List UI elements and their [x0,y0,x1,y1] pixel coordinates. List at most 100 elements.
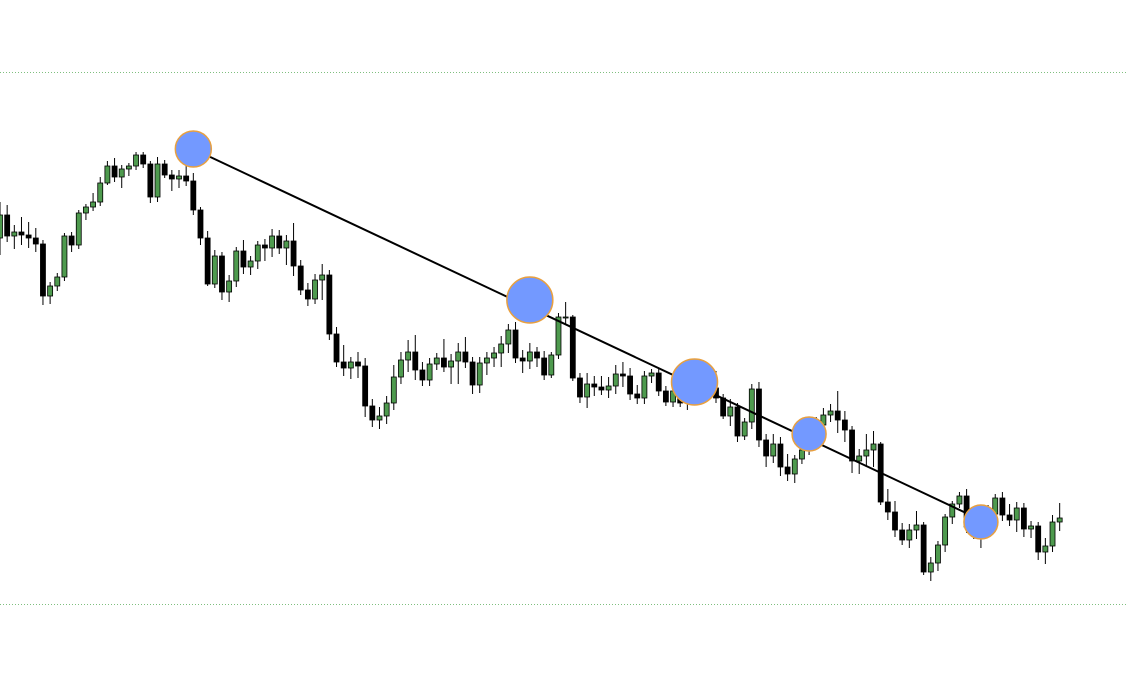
candle-body-down [326,274,333,335]
candle-body-up [233,250,240,282]
candle-body-up [0,214,3,239]
candle-body-down [147,163,154,198]
candle-body-up [11,231,18,237]
candle [727,399,734,426]
candle [390,365,397,410]
candle-body-down [183,175,190,182]
candle-body-up [75,212,82,246]
candle-body-down [25,234,32,239]
candle-body-down [262,244,268,249]
candle [634,385,641,404]
candle [18,217,25,245]
candle [362,358,369,417]
candle [906,524,913,548]
candle [784,454,791,481]
candle [469,357,476,394]
candle-body-up [942,516,949,546]
candle-body-down [734,406,741,437]
candle [476,357,483,393]
candle-body-up [319,274,326,281]
candle [347,357,354,379]
candle [219,252,225,300]
candle-body-up [863,449,870,457]
candle [319,264,326,300]
candle [405,340,412,372]
candle [262,239,268,261]
candle-body-up [491,352,497,359]
candle [398,352,404,384]
candle-body-up [390,376,397,404]
candle [491,347,497,367]
candle-body-up [47,285,54,297]
candle [734,403,741,442]
candle [841,411,848,442]
candle-body-up [1028,525,1034,530]
candle [999,492,1006,521]
candle [620,362,626,387]
candle-body-up [956,495,963,505]
candle-body-up [376,415,383,421]
candle [54,273,61,291]
candle [641,371,648,404]
candle [627,368,633,400]
candle [433,353,440,370]
candle-body-down [1020,507,1027,530]
candle-body-up [870,443,877,451]
candle-body-up [283,240,290,249]
candle [25,222,32,248]
candle-body-up [584,383,591,398]
candle [240,240,247,274]
candle-body-up [641,375,648,399]
candle-body-down [720,397,727,417]
candle-body-up [133,154,139,167]
candle-body-up [176,175,182,180]
candle-body-down [290,240,297,267]
candle [426,358,433,386]
candle [133,152,139,170]
candle-body-up [433,357,440,365]
candle-body-down [884,501,891,513]
candle [949,501,956,524]
trendline [192,148,982,521]
candle [462,337,469,368]
candle [176,170,182,188]
candle [369,399,376,427]
candle-body-down [441,357,447,368]
candle-body-down [784,466,791,475]
candle [147,161,154,203]
candle-body-up [1056,517,1063,523]
candle-body-up [118,168,125,178]
candle-body-down [892,511,898,531]
candle [11,225,18,249]
candle [577,373,583,403]
candle-body-up [104,165,111,184]
candle-body-down [412,351,419,371]
candle [1049,515,1056,552]
candle-body-down [598,386,605,391]
candle-body-up [83,206,89,214]
candle-body-up [612,373,619,387]
candle [83,204,89,220]
candle-body-up [97,182,104,203]
candle-body-up [54,276,61,287]
candle [254,241,261,269]
trendline-layer [192,148,982,521]
candle [741,418,748,440]
candle [333,327,340,367]
candle [304,283,311,306]
candle [75,210,82,249]
candle-body-down [763,439,770,457]
candle-body-up [562,316,569,319]
candle [455,343,462,384]
candle-body-up [247,260,254,268]
candle-body-down [168,174,175,180]
candle-body-down [999,497,1006,516]
candle-body-up [476,362,483,386]
candle [548,352,555,378]
candle-body-down [297,265,304,291]
candle-body-up [906,529,913,541]
candle-body-up [154,163,161,198]
candle [297,260,304,295]
candle-body-up [748,388,755,423]
candle-body-up [405,351,412,361]
